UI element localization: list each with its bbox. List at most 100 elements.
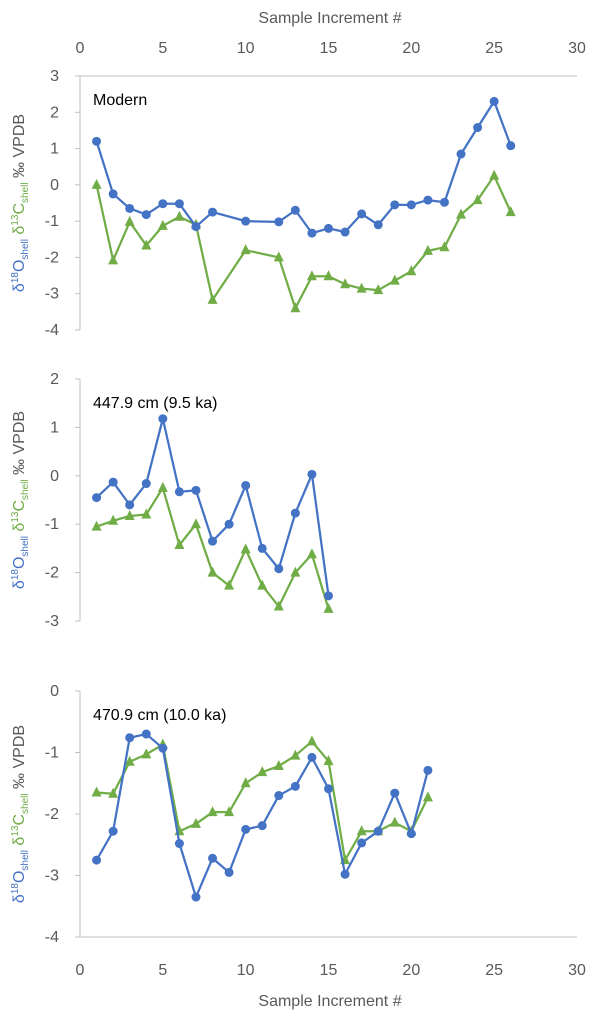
y-tick-label: 2 bbox=[50, 104, 59, 121]
y-tick-label: -4 bbox=[45, 929, 59, 946]
top-x-tick-label: 0 bbox=[76, 40, 85, 57]
d13C-point bbox=[306, 735, 317, 746]
y-label-c-element: C bbox=[11, 814, 28, 826]
d13C-point bbox=[141, 239, 152, 250]
panel-label: 470.9 cm (10.0 ka) bbox=[93, 707, 226, 724]
y-tick-label: 3 bbox=[50, 68, 59, 85]
d13C-point bbox=[108, 514, 119, 525]
y-label-c-subscript: shell bbox=[20, 793, 31, 814]
d18O-point bbox=[307, 469, 317, 479]
d18O-point bbox=[208, 853, 218, 863]
d18O-point bbox=[390, 200, 400, 210]
d13C-point bbox=[340, 278, 351, 289]
d18O-point bbox=[191, 485, 201, 495]
d13C-point bbox=[141, 748, 152, 759]
d18O-point bbox=[141, 210, 151, 220]
d13C-point bbox=[273, 600, 284, 611]
y-label-c-delta: δ bbox=[11, 226, 28, 239]
d18O-point bbox=[290, 508, 300, 518]
y-tick-label: -1 bbox=[45, 213, 59, 230]
d13C-point bbox=[257, 579, 268, 590]
top-x-tick-label: 10 bbox=[237, 40, 255, 57]
d18O-point bbox=[141, 479, 151, 489]
d18O-point bbox=[390, 788, 400, 798]
y-label-o-delta: δ bbox=[11, 283, 28, 292]
bottom-x-tick-label: 30 bbox=[568, 962, 586, 979]
y-label-o-superscript: 18 bbox=[10, 883, 21, 895]
top-x-tick-label: 30 bbox=[568, 40, 586, 57]
d13C-point bbox=[505, 206, 516, 217]
d18O-point bbox=[473, 123, 483, 133]
d18O-point bbox=[208, 207, 218, 217]
d13C-point bbox=[389, 274, 400, 285]
d18O-point bbox=[158, 743, 168, 753]
y-tick-label: 1 bbox=[50, 141, 59, 158]
d18O-point bbox=[456, 149, 466, 159]
y-label-c-delta: δ bbox=[11, 523, 28, 536]
bottom-x-tick-label: 20 bbox=[402, 962, 420, 979]
y-tick-label: -2 bbox=[45, 565, 59, 582]
y-label-o-subscript: shell bbox=[20, 239, 31, 260]
d13C-point bbox=[190, 518, 201, 529]
y-tick-label: -3 bbox=[45, 286, 59, 303]
y-axis-label: δ18Oshell δ13Cshell ‰ VPDB bbox=[10, 114, 31, 292]
d18O-point bbox=[406, 829, 416, 839]
d13C-point bbox=[124, 215, 135, 226]
d13C-point bbox=[290, 749, 301, 760]
d18O-point bbox=[506, 141, 516, 151]
d13C-point bbox=[224, 806, 235, 817]
d18O-point bbox=[357, 838, 367, 848]
d18O-point bbox=[191, 222, 201, 232]
y-label-unit: ‰ VPDB bbox=[11, 411, 28, 479]
d13C-point bbox=[356, 282, 367, 293]
y-label-unit: ‰ VPDB bbox=[11, 725, 28, 793]
panel-label: 447.9 cm (9.5 ka) bbox=[93, 395, 218, 412]
d18O-point bbox=[125, 203, 135, 213]
d18O-point bbox=[158, 199, 168, 209]
d18O-point bbox=[290, 781, 300, 791]
d13C-point bbox=[356, 825, 367, 836]
d18O-point bbox=[224, 867, 234, 877]
d18O-point bbox=[92, 855, 102, 865]
d13C-point bbox=[290, 566, 301, 577]
d13C-point bbox=[323, 755, 334, 766]
d13C-point bbox=[207, 806, 218, 817]
bottom-x-tick-label: 25 bbox=[485, 962, 503, 979]
d18O-point bbox=[92, 493, 102, 503]
y-tick-label: 0 bbox=[50, 177, 59, 194]
y-label-c-element: C bbox=[11, 500, 28, 512]
y-label-o-element: O bbox=[11, 557, 28, 569]
d13C-point bbox=[91, 520, 102, 531]
y-label-o-delta: δ bbox=[11, 894, 28, 903]
d18O-point bbox=[158, 414, 168, 424]
y-tick-label: -3 bbox=[45, 613, 59, 630]
d18O-point bbox=[307, 752, 317, 762]
d13C-point bbox=[306, 270, 317, 281]
d18O-point bbox=[274, 791, 284, 801]
y-tick-label: -1 bbox=[45, 516, 59, 533]
d18O-point bbox=[224, 519, 234, 529]
y-tick-label: 1 bbox=[50, 419, 59, 436]
d13C-point bbox=[489, 169, 500, 180]
d18O-point bbox=[257, 543, 267, 553]
y-label-c-element: C bbox=[11, 203, 28, 215]
bottom-x-tick-label: 10 bbox=[237, 962, 255, 979]
d18O-point bbox=[141, 729, 151, 739]
d18O-point bbox=[324, 223, 333, 233]
y-tick-label: 0 bbox=[50, 683, 59, 700]
top-x-tick-label: 25 bbox=[485, 40, 503, 57]
y-label-c-superscript: 13 bbox=[10, 825, 21, 837]
d18O-point bbox=[373, 826, 383, 836]
d18O-point bbox=[108, 477, 118, 487]
y-label-o-element: O bbox=[11, 871, 28, 883]
d13C-point bbox=[257, 766, 268, 777]
d18O-point bbox=[208, 536, 218, 546]
d18O-point bbox=[324, 784, 333, 794]
d13C-point bbox=[224, 579, 235, 590]
bottom-x-tick-labels: 0 5 10 15 20 25 30 bbox=[76, 962, 586, 979]
bottom-x-axis-title: Sample Increment # bbox=[258, 993, 401, 1010]
y-tick-label: -3 bbox=[45, 868, 59, 885]
